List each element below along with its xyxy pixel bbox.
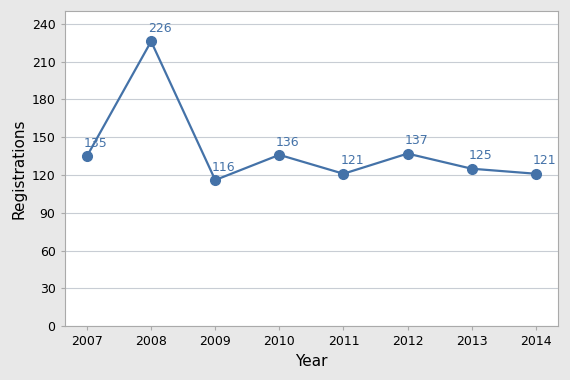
Text: 125: 125 — [469, 149, 492, 162]
X-axis label: Year: Year — [295, 354, 328, 369]
Y-axis label: Registrations: Registrations — [11, 119, 26, 219]
Text: 226: 226 — [148, 22, 172, 35]
Text: 121: 121 — [532, 154, 556, 168]
Text: 137: 137 — [404, 134, 428, 147]
Text: 136: 136 — [276, 136, 300, 149]
Text: 116: 116 — [212, 161, 235, 174]
Text: 121: 121 — [340, 154, 364, 168]
Text: 135: 135 — [84, 137, 108, 150]
